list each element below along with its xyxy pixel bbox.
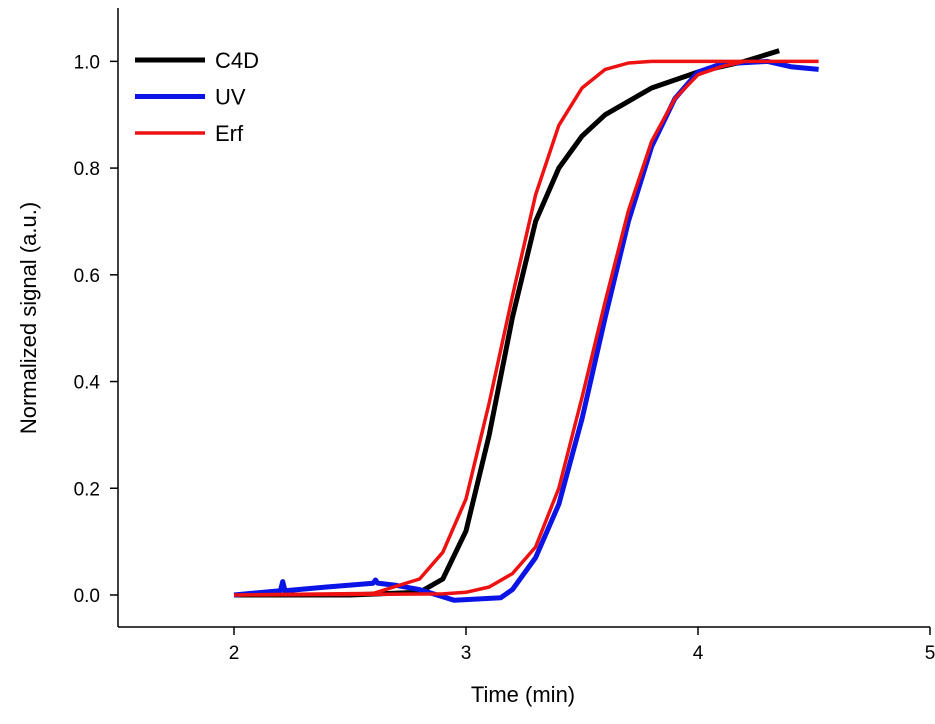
x-tick-label: 3	[461, 643, 472, 664]
x-axis-title: Time (min)	[471, 682, 575, 707]
y-tick-label: 0.8	[74, 159, 100, 180]
y-tick-label: 0.2	[74, 479, 100, 500]
y-tick-label: 1.0	[74, 52, 100, 73]
y-axis-title: Normalized signal (a.u.)	[16, 202, 41, 434]
data-line	[233, 58, 819, 603]
x-tick-label: 5	[925, 643, 935, 664]
legend-label: UV	[215, 85, 246, 110]
legend-label: C4D	[215, 48, 259, 73]
y-tick-label: 0.4	[74, 373, 101, 394]
y-tick-label: 0.6	[74, 266, 100, 287]
data-line	[233, 59, 819, 597]
legend-label: Erf	[215, 121, 244, 146]
y-tick-label: 0.0	[74, 586, 100, 607]
x-tick-label: 2	[229, 643, 240, 664]
data-line	[234, 48, 780, 598]
x-tick-label: 4	[693, 643, 704, 664]
